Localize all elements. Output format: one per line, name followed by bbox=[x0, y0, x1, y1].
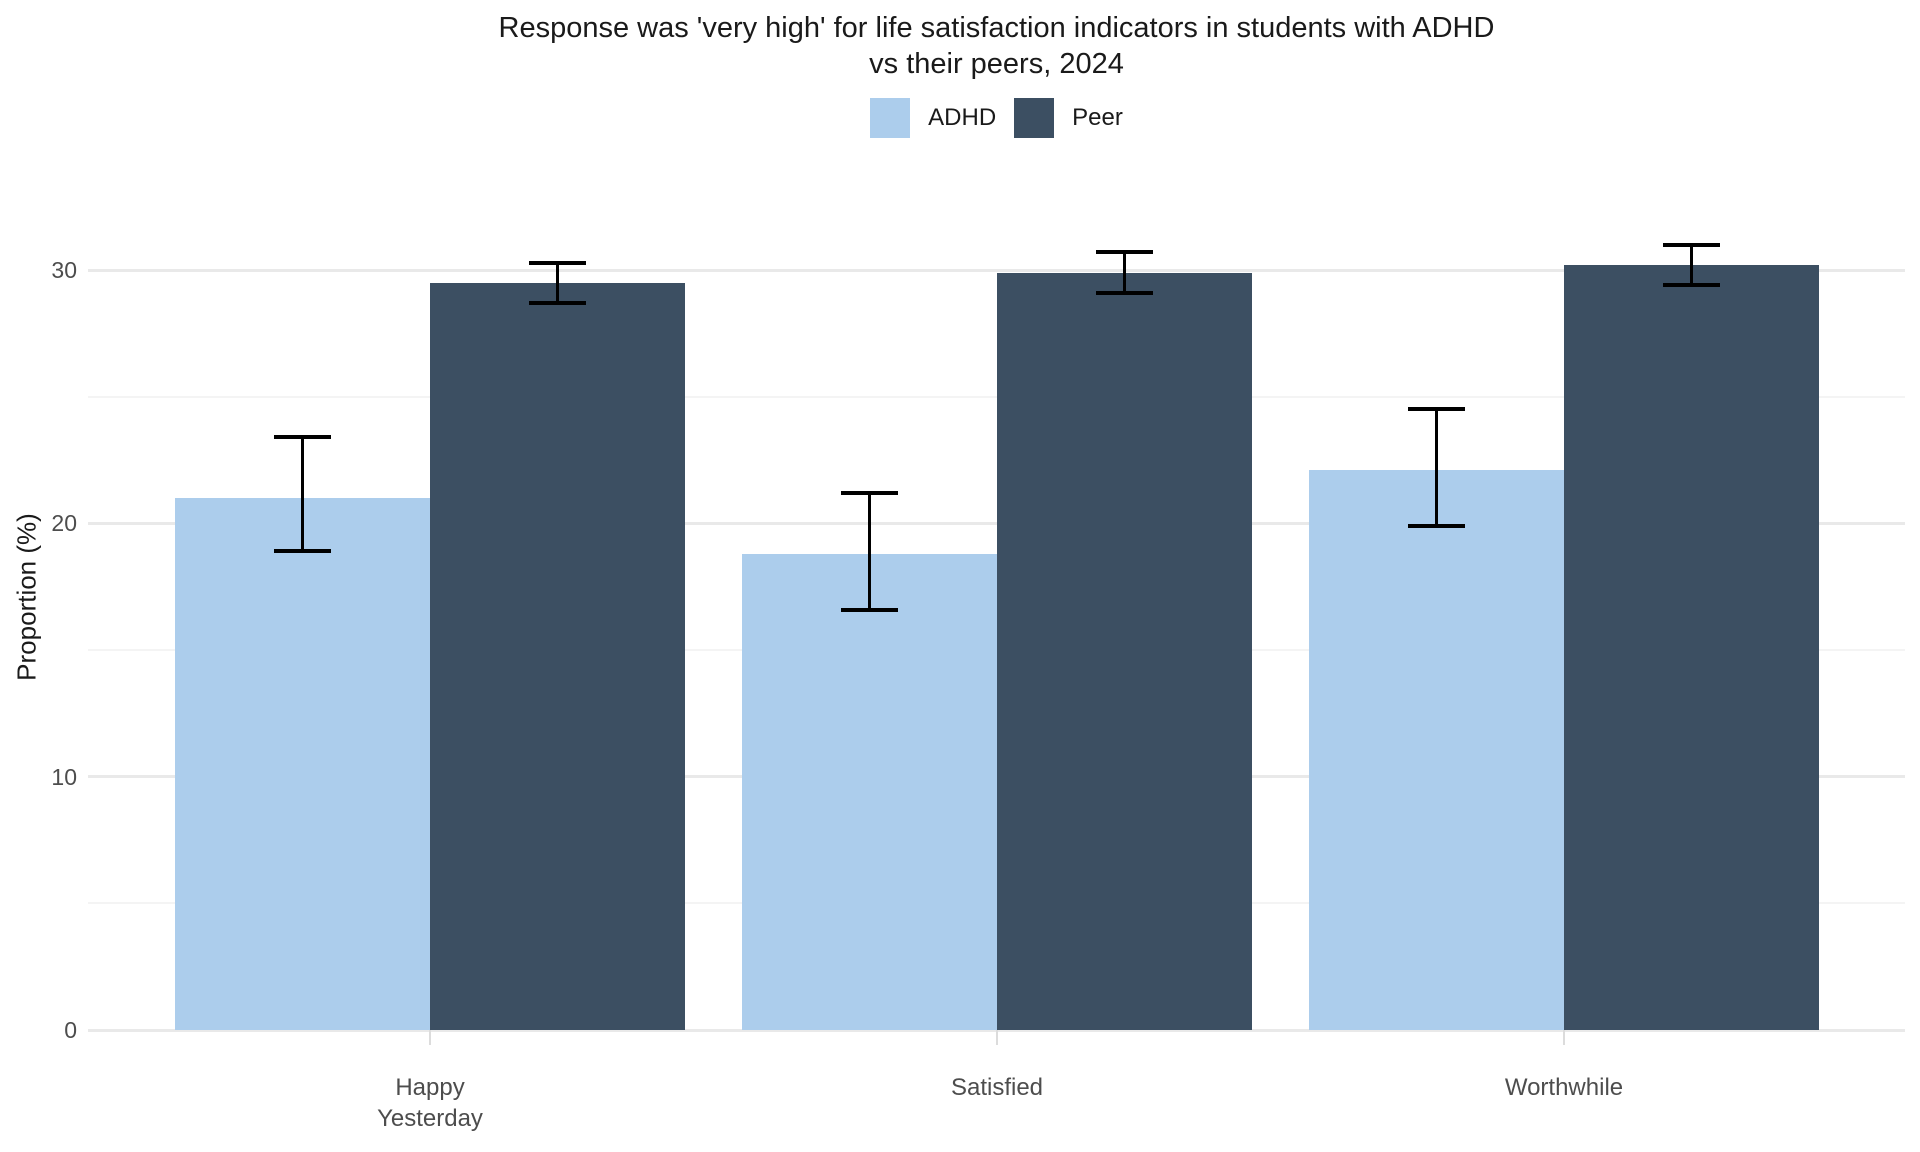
y-axis-title: Proportion (%) bbox=[11, 513, 42, 681]
errorbar-cap-top-peer-0 bbox=[529, 260, 586, 265]
legend-item-peer: Peer bbox=[1014, 98, 1123, 138]
errorbar-line-adhd-0 bbox=[301, 437, 304, 552]
x-tick-0 bbox=[429, 1030, 431, 1045]
chart-title-line2: vs their peers, 2024 bbox=[869, 48, 1124, 80]
errorbar-cap-top-adhd-1 bbox=[841, 491, 898, 495]
y-tick-label-30: 30 bbox=[51, 257, 77, 284]
legend: ADHD Peer bbox=[88, 98, 1905, 138]
legend-item-adhd: ADHD bbox=[870, 98, 996, 138]
errorbar-line-peer-2 bbox=[1690, 244, 1693, 286]
errorbar-cap-bottom-adhd-1 bbox=[841, 607, 898, 612]
chart-title: Response was 'very high' for life satisf… bbox=[88, 10, 1905, 82]
y-tick-label-20: 20 bbox=[51, 510, 77, 537]
gridline-minor-25 bbox=[88, 395, 1905, 398]
y-tick-label-0: 0 bbox=[64, 1017, 77, 1043]
bar-adhd-2 bbox=[1309, 470, 1564, 1030]
errorbar-cap-bottom-peer-0 bbox=[529, 301, 586, 306]
errorbar-line-peer-1 bbox=[1123, 252, 1126, 293]
legend-label-adhd: ADHD bbox=[928, 104, 997, 131]
x-category-label-2: Worthwhile bbox=[1504, 1074, 1624, 1101]
x-category-label-0: Happy Yesterday bbox=[377, 1074, 483, 1132]
errorbar-cap-top-peer-1 bbox=[1096, 250, 1153, 255]
errorbar-cap-top-adhd-2 bbox=[1408, 407, 1465, 412]
errorbar-line-adhd-2 bbox=[1435, 409, 1438, 526]
errorbar-cap-bottom-adhd-0 bbox=[274, 549, 331, 554]
chart-title-line1: Response was 'very high' for life satisf… bbox=[498, 12, 1495, 44]
y-tick-label-10: 10 bbox=[51, 763, 77, 790]
legend-swatch-peer bbox=[1014, 98, 1055, 138]
errorbar-cap-top-peer-2 bbox=[1663, 242, 1720, 247]
bar-peer-1 bbox=[997, 272, 1252, 1030]
gridline-major-20 bbox=[88, 521, 1905, 525]
errorbar-cap-bottom-peer-1 bbox=[1096, 290, 1153, 295]
gridline-major-30 bbox=[88, 268, 1905, 272]
x-tick-1 bbox=[996, 1030, 998, 1045]
errorbar-line-adhd-1 bbox=[868, 493, 871, 610]
legend-label-peer: Peer bbox=[1072, 104, 1123, 131]
errorbar-cap-bottom-peer-2 bbox=[1663, 283, 1720, 288]
errorbar-line-peer-0 bbox=[556, 262, 559, 304]
bar-adhd-1 bbox=[742, 553, 997, 1030]
errorbar-cap-bottom-adhd-2 bbox=[1408, 523, 1465, 528]
bar-adhd-0 bbox=[175, 498, 430, 1030]
errorbar-cap-top-adhd-0 bbox=[274, 435, 331, 440]
x-tick-2 bbox=[1563, 1030, 1565, 1045]
legend-swatch-adhd bbox=[870, 98, 911, 138]
bar-peer-0 bbox=[430, 282, 685, 1030]
bar-peer-2 bbox=[1564, 265, 1819, 1030]
x-category-label-1: Satisfied bbox=[950, 1074, 1044, 1101]
